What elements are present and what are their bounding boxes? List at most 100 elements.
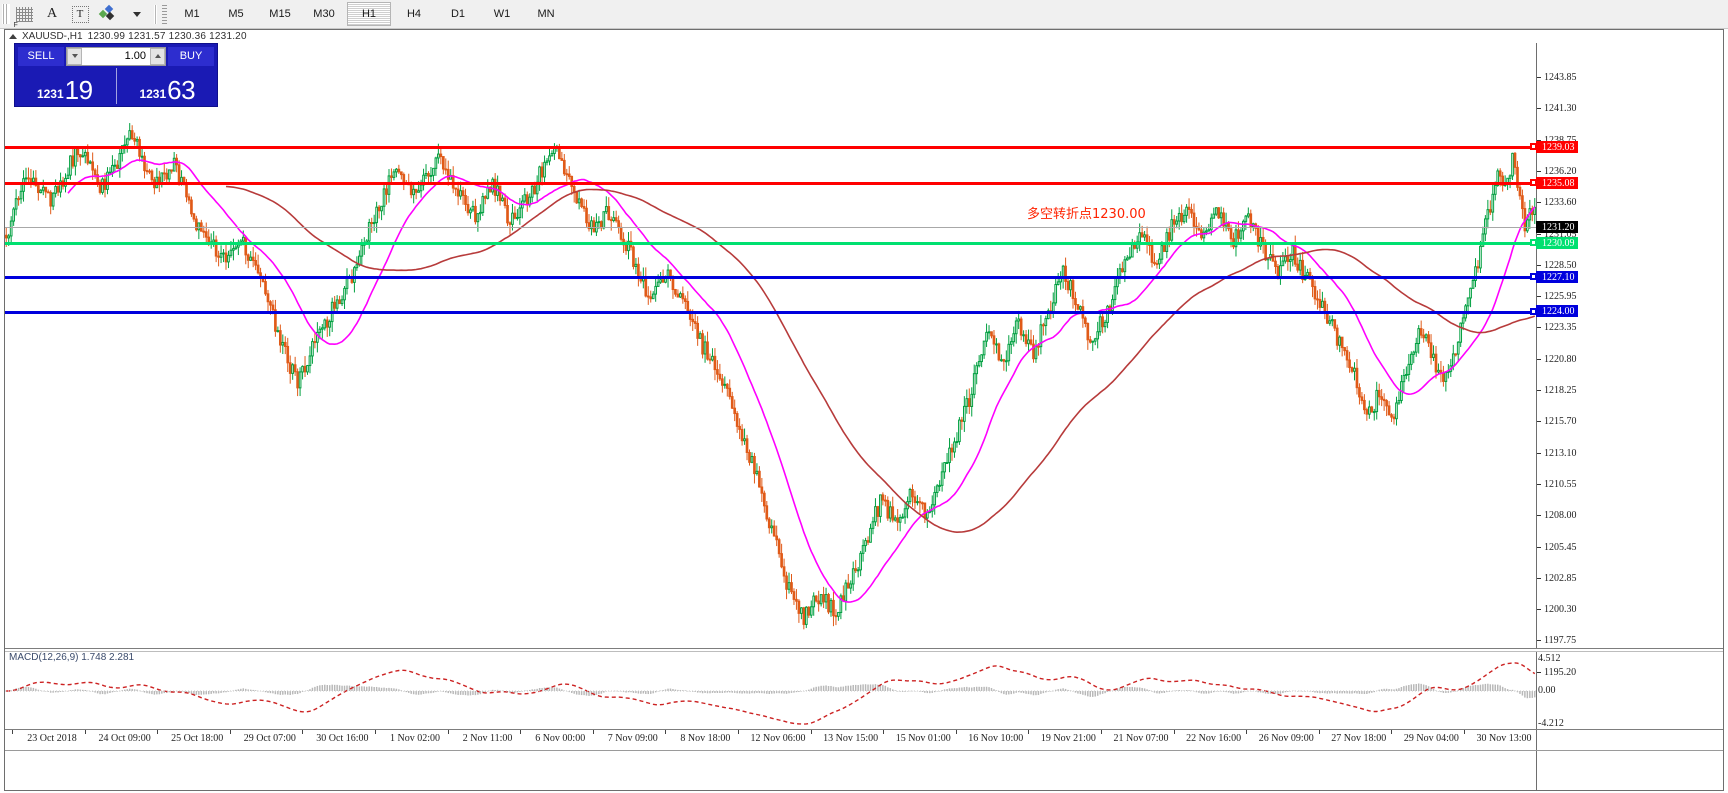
price-label-support-1224: 1224.00 bbox=[1536, 305, 1578, 317]
time-tick-label: 1 Nov 02:00 bbox=[390, 733, 440, 744]
sell-price-suffix: 19 bbox=[64, 75, 93, 105]
time-tick-mark bbox=[302, 730, 304, 734]
time-tick-mark bbox=[1391, 730, 1393, 734]
volume-decrease-icon[interactable] bbox=[67, 47, 82, 65]
time-tick-label: 25 Oct 18:00 bbox=[171, 733, 224, 744]
time-tick-label: 13 Nov 15:00 bbox=[823, 733, 879, 744]
time-tick-label: 6 Nov 00:00 bbox=[535, 733, 586, 744]
time-tick-mark bbox=[229, 730, 231, 734]
sell-price[interactable]: 1231 19 bbox=[18, 68, 112, 104]
timeframe-h4[interactable]: H4 bbox=[406, 8, 422, 20]
price-pane[interactable] bbox=[5, 43, 1723, 648]
one-click-trading-panel[interactable]: SELL 1.00 BUY 1231 19 1231 63 bbox=[14, 43, 218, 107]
toolbar-drag-handle[interactable] bbox=[2, 4, 10, 24]
chevron-down-icon[interactable] bbox=[123, 2, 149, 26]
time-tick-mark bbox=[592, 730, 594, 734]
price-tick: 1202.85 bbox=[1537, 573, 1577, 584]
timeframe-m5[interactable]: M5 bbox=[228, 8, 244, 20]
macd-axis-zero: 0.00 bbox=[1538, 685, 1556, 696]
time-tick-mark bbox=[810, 730, 812, 734]
price-label-current: 1231.20 bbox=[1536, 221, 1578, 233]
ohlc-values: 1230.99 1231.57 1230.36 1231.20 bbox=[87, 31, 247, 42]
price-axis[interactable]: 1243.85 1241.30 1238.75 1236.20 1233.60 1231.… bbox=[1536, 43, 1724, 790]
time-tick-mark bbox=[12, 730, 13, 734]
price-tick: 1220.80 bbox=[1537, 354, 1577, 365]
chart-window[interactable]: XAUUSD-,H1 1230.99 1231.57 1230.36 1231.… bbox=[4, 29, 1724, 791]
price-tick: 1213.10 bbox=[1537, 448, 1577, 459]
price-tick: 1241.30 bbox=[1537, 103, 1577, 114]
macd-axis-max: 4.512 bbox=[1538, 653, 1561, 664]
sell-button[interactable]: SELL bbox=[18, 46, 64, 66]
timeframe-m1[interactable]: M1 bbox=[184, 8, 200, 20]
time-tick-mark bbox=[1173, 730, 1175, 734]
symbol-name: XAUUSD-,H1 bbox=[22, 31, 83, 42]
time-tick-label: 26 Nov 09:00 bbox=[1258, 733, 1314, 744]
time-tick-mark bbox=[1246, 730, 1248, 734]
text-A-icon[interactable]: A bbox=[46, 6, 58, 21]
objects-icon[interactable] bbox=[95, 2, 121, 26]
price-tick: 1195.20 bbox=[1537, 667, 1576, 678]
price-tick: 1225.95 bbox=[1537, 291, 1577, 302]
timeframe-w1[interactable]: W1 bbox=[493, 8, 511, 20]
time-tick-mark bbox=[1318, 730, 1320, 734]
time-axis[interactable]: 23 Oct 2018 24 Oct 09:00 25 Oct 18:00 29 Oc… bbox=[5, 730, 1723, 750]
time-tick-mark bbox=[955, 730, 957, 734]
time-tick-label: 2 Nov 11:00 bbox=[462, 733, 513, 744]
time-tick-mark bbox=[1101, 730, 1102, 734]
time-tick-label: 23 Oct 2018 bbox=[27, 733, 77, 744]
buy-button[interactable]: BUY bbox=[168, 46, 214, 66]
time-tick-mark bbox=[84, 730, 86, 734]
price-tick: 1205.45 bbox=[1537, 542, 1577, 553]
time-tick-mark bbox=[883, 730, 885, 734]
price-plot-area[interactable] bbox=[5, 43, 1537, 648]
buy-price-suffix: 63 bbox=[167, 75, 196, 105]
time-tick-label: 16 Nov 10:00 bbox=[968, 733, 1024, 744]
volume-value[interactable]: 1.00 bbox=[124, 50, 146, 62]
time-tick-label: 29 Nov 04:00 bbox=[1403, 733, 1459, 744]
time-tick-label: 24 Oct 09:00 bbox=[98, 733, 151, 744]
time-tick-label: 29 Oct 07:00 bbox=[243, 733, 296, 744]
main-toolbar: F A T M1 M5 M15 M30 H1 H4 D1 W1 MN bbox=[0, 0, 1728, 29]
time-axis-divider bbox=[5, 729, 1723, 730]
volume-stepper[interactable]: 1.00 bbox=[66, 46, 166, 66]
time-tick-label: 15 Nov 01:00 bbox=[895, 733, 951, 744]
price-tick: 1200.30 bbox=[1537, 604, 1577, 615]
price-tick: 1223.35 bbox=[1537, 322, 1577, 333]
timeframe-h1[interactable]: H1 bbox=[347, 2, 391, 26]
time-tick-mark bbox=[1028, 730, 1030, 734]
price-label-resistance-1239: 1239.03 bbox=[1536, 141, 1578, 153]
pane-divider[interactable] bbox=[5, 648, 1723, 652]
price-tick: 1236.20 bbox=[1537, 166, 1577, 177]
chart-annotation-text[interactable]: 多空转折点1230.00 bbox=[1027, 207, 1146, 222]
volume-increase-icon[interactable] bbox=[150, 47, 165, 65]
price-label-pivot-1230: 1230.09 bbox=[1536, 237, 1578, 249]
timeframe-d1[interactable]: D1 bbox=[450, 8, 466, 20]
candlestick-series bbox=[5, 123, 1537, 630]
price-tick: 1238.75 bbox=[1537, 135, 1577, 146]
timeframe-mn[interactable]: MN bbox=[537, 8, 555, 20]
macd-pane[interactable]: MACD(12,26,9) 1.748 2.281 bbox=[5, 651, 1723, 729]
price-tick: 1208.00 bbox=[1537, 510, 1577, 521]
grid-f-icon[interactable]: F bbox=[11, 2, 37, 29]
time-tick-mark bbox=[738, 730, 739, 734]
trade-panel-controls: SELL 1.00 BUY bbox=[15, 44, 217, 68]
timeframe-m30[interactable]: M30 bbox=[313, 8, 335, 20]
toolbar-drag-handle-2[interactable] bbox=[162, 4, 167, 24]
price-label-resistance-1235: 1235.08 bbox=[1536, 177, 1578, 189]
timeframe-m15[interactable]: M15 bbox=[269, 8, 291, 20]
time-tick-label: 22 Nov 16:00 bbox=[1186, 733, 1242, 744]
chart-bottom-divider bbox=[5, 750, 1723, 751]
time-tick-label: 12 Nov 06:00 bbox=[750, 733, 806, 744]
trade-panel-prices: 1231 19 1231 63 bbox=[15, 68, 217, 106]
price-tick: 1197.75 bbox=[1537, 635, 1576, 646]
price-tick: 1215.70 bbox=[1537, 416, 1577, 427]
buy-price[interactable]: 1231 63 bbox=[120, 68, 214, 105]
collapse-triangle-icon[interactable] bbox=[9, 34, 17, 39]
text-T-icon[interactable]: T bbox=[67, 2, 93, 26]
macd-axis-min: -4.212 bbox=[1538, 718, 1564, 729]
macd-series bbox=[5, 662, 1536, 725]
price-tick: 1218.25 bbox=[1537, 385, 1577, 396]
symbol-info-bar: XAUUSD-,H1 1230.99 1231.57 1230.36 1231.… bbox=[5, 30, 1723, 43]
time-tick-mark bbox=[157, 730, 159, 734]
